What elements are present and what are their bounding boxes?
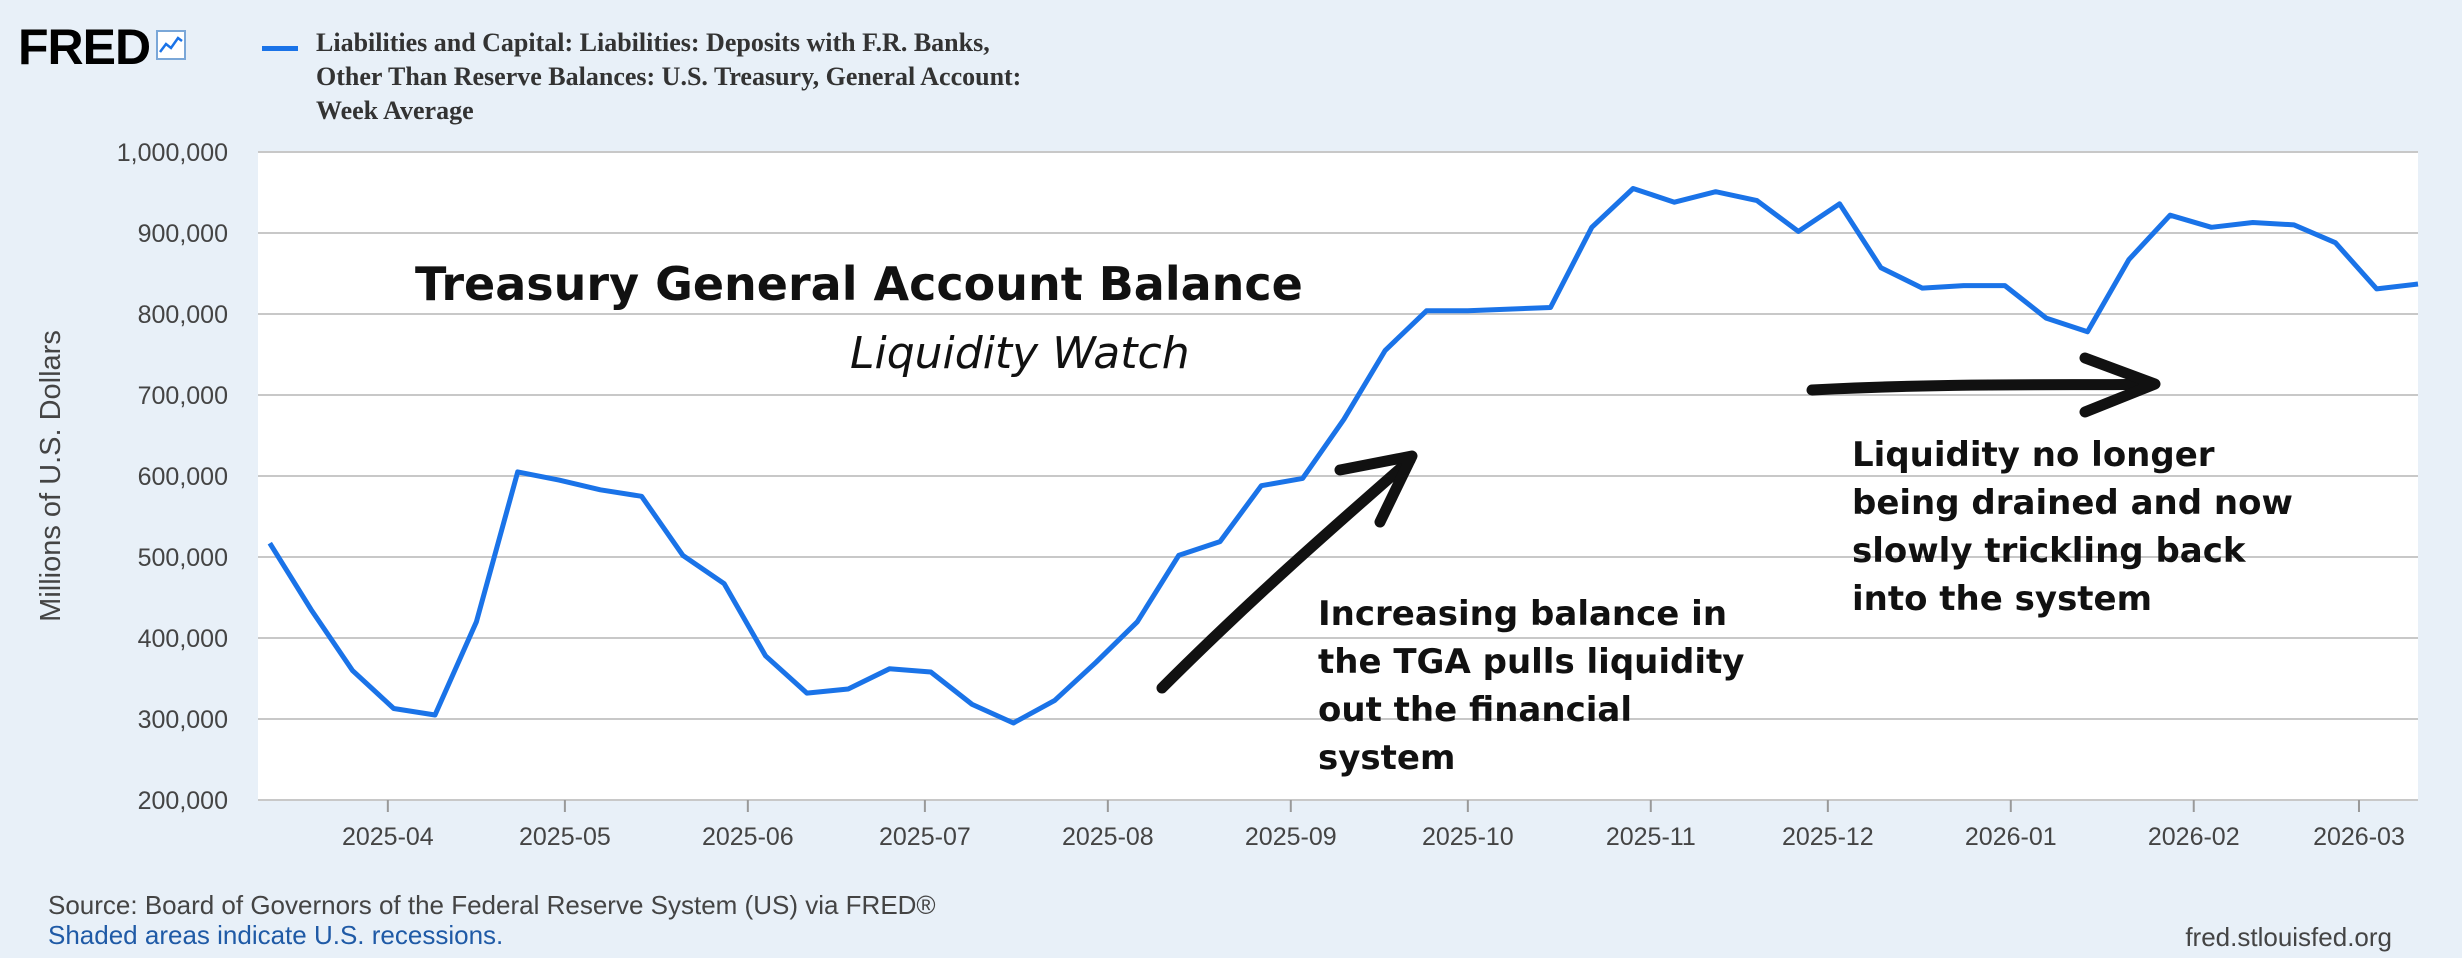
legend-swatch <box>262 46 298 51</box>
chart-legend: Liabilities and Capital: Liabilities: De… <box>262 26 1036 128</box>
y-tick-label: 400,000 <box>138 625 228 653</box>
recession-note[interactable]: Shaded areas indicate U.S. recessions. <box>48 920 504 950</box>
annotation-arrowhead-up <box>1334 450 1418 528</box>
annotation-left-line: Increasing balance in <box>1318 594 1727 634</box>
y-tick-label: 500,000 <box>138 544 228 572</box>
annotation-right-line: slowly trickling back <box>1852 531 2247 571</box>
annotation-arrow-up <box>1156 454 1416 694</box>
y-tick-label: 300,000 <box>138 706 228 734</box>
fred-logo[interactable]: FRED <box>18 18 187 76</box>
x-tick-label: 2025-09 <box>1245 823 1337 851</box>
x-tick-label: 2025-06 <box>702 823 794 851</box>
legend-label: Liabilities and Capital: Liabilities: De… <box>316 28 1022 125</box>
x-tick-label: 2025-08 <box>1062 823 1154 851</box>
annotation-right-line: Liquidity no longer <box>1852 435 2215 475</box>
x-tick-label: 2025-12 <box>1782 823 1874 851</box>
x-tick-label: 2025-05 <box>519 823 611 851</box>
x-tick-label: 2025-11 <box>1606 823 1696 851</box>
source-text: Source: Board of Governors of the Federa… <box>48 890 936 920</box>
y-axis-label: Millions of U.S. Dollars <box>35 330 67 622</box>
y-tick-label: 700,000 <box>138 382 228 410</box>
fred-url[interactable]: fred.stlouisfed.org <box>2185 922 2392 952</box>
annotation-arrow-right <box>1806 378 2156 396</box>
chart-trend-icon <box>156 29 187 65</box>
annotation-right-line: into the system <box>1852 579 2152 619</box>
y-tick-label: 600,000 <box>138 463 228 491</box>
y-tick-label: 200,000 <box>138 787 228 815</box>
x-tick-label: 2025-04 <box>342 823 434 851</box>
x-tick-label: 2025-10 <box>1422 823 1514 851</box>
series-line <box>267 186 2419 726</box>
x-tick-label: 2026-03 <box>2313 823 2405 851</box>
y-tick-label: 1,000,000 <box>117 139 228 167</box>
x-tick-label: 2025-07 <box>879 823 971 851</box>
annotation-arrowhead-right <box>2079 352 2161 418</box>
annotation-left-line: out the financial <box>1318 690 1632 730</box>
overlay-title: Treasury General Account Balance <box>415 257 1303 311</box>
x-tick-label: 2026-02 <box>2148 823 2240 851</box>
annotation-left-line: the TGA pulls liquidity <box>1318 642 1744 682</box>
x-tick-label: 2026-01 <box>1965 823 2057 851</box>
annotation-right-line: being drained and now <box>1852 483 2293 523</box>
y-tick-label: 900,000 <box>138 220 228 248</box>
logo-text: FRED <box>18 19 151 75</box>
overlay-subtitle: Liquidity Watch <box>850 328 1190 379</box>
y-tick-label: 800,000 <box>138 301 228 329</box>
annotation-left-line: system <box>1318 738 1455 778</box>
